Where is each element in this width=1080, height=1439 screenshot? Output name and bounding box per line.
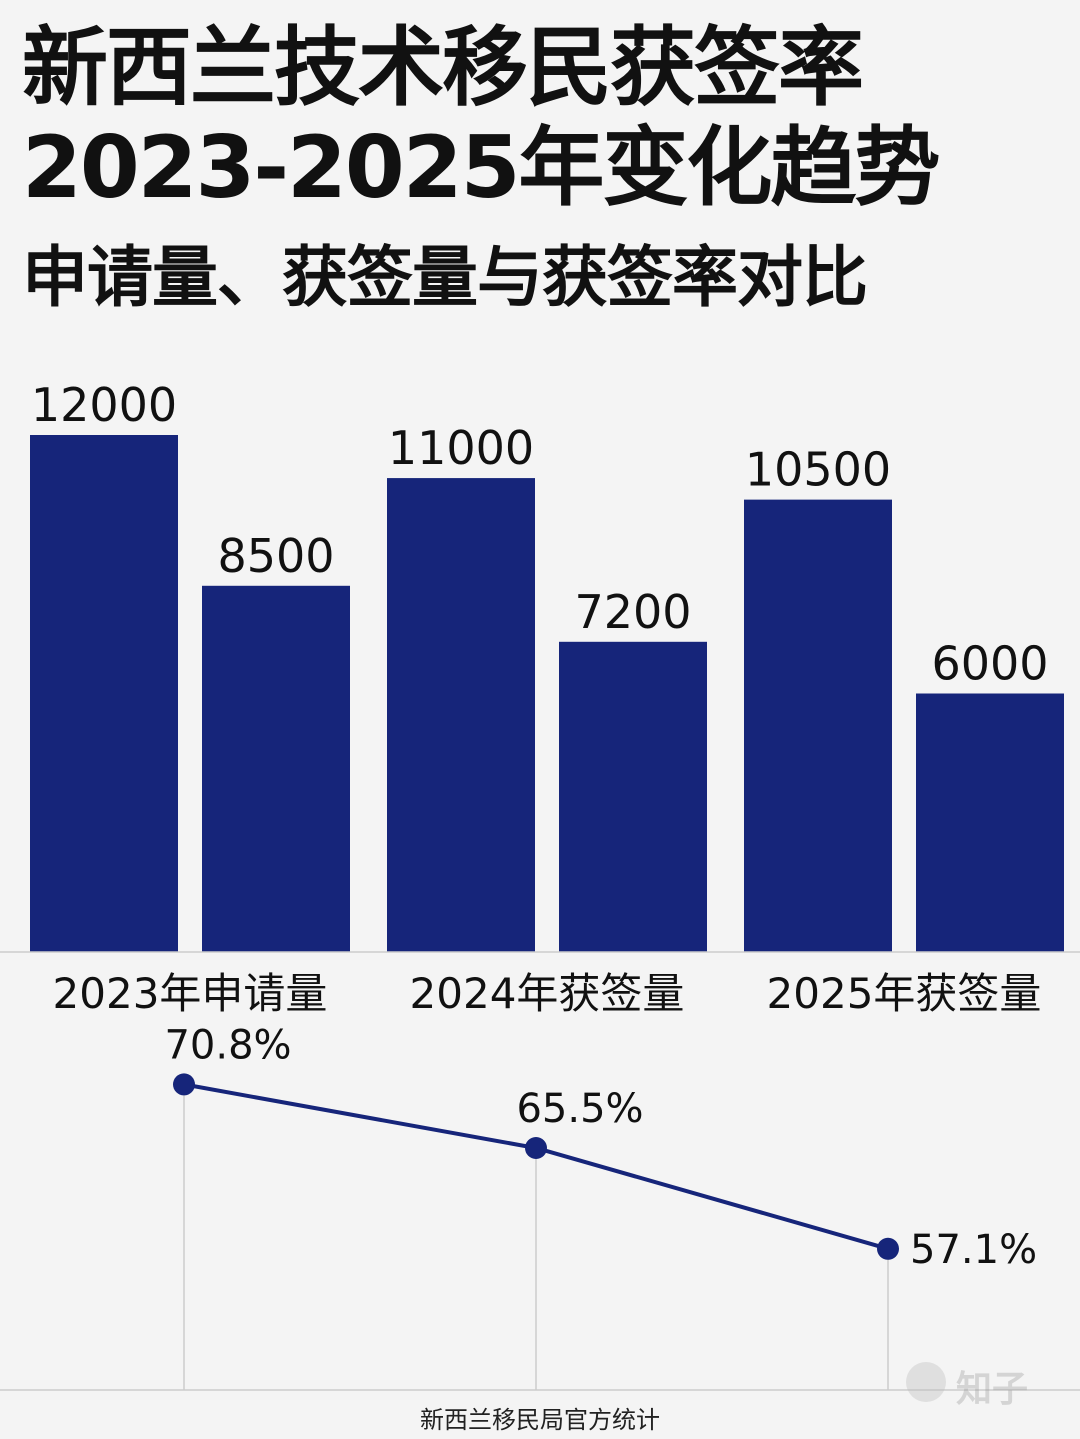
bar-0-1 (202, 585, 350, 952)
bar-value-label: 10500 (745, 443, 891, 497)
rate-label: 57.1% (910, 1227, 1037, 1273)
bar-value-label: 12000 (31, 378, 177, 432)
bar-2-0 (744, 499, 892, 952)
bar-0-0 (30, 435, 178, 952)
chart-title-line-2: 2023-2025年变化趋势 (22, 118, 940, 218)
rate-label: 70.8% (164, 1022, 291, 1068)
x-tick-label: 2024年获签量 (410, 969, 685, 1018)
x-tick-label: 2025年获签量 (767, 969, 1042, 1018)
bar-1-0 (387, 478, 535, 952)
chart-subtitle: 申请量、获签量与获签率对比 (22, 239, 868, 316)
x-tick-label: 2023年申请量 (53, 969, 328, 1018)
chart-title-line-1: 新西兰技术移民获签率 (22, 18, 864, 118)
bar-2-1 (916, 693, 1064, 952)
watermark: 知子 (906, 1358, 1056, 1410)
rate-point (525, 1137, 547, 1159)
bar-value-label: 7200 (574, 585, 691, 639)
rate-label: 65.5% (516, 1086, 643, 1132)
source-note: 新西兰移民局官方统计 (420, 1406, 660, 1434)
bar-value-label: 11000 (388, 421, 534, 475)
chart-title: 新西兰技术移民获签率 2023-2025年变化趋势 (22, 18, 1062, 218)
chat-bubble-icon (906, 1362, 946, 1402)
bar-value-label: 8500 (217, 529, 334, 583)
watermark-text: 知子 (956, 1369, 1029, 1410)
rate-point (877, 1237, 899, 1260)
bar-1-1 (559, 641, 707, 952)
bar-value-label: 6000 (931, 637, 1048, 691)
rate-point (173, 1073, 195, 1096)
